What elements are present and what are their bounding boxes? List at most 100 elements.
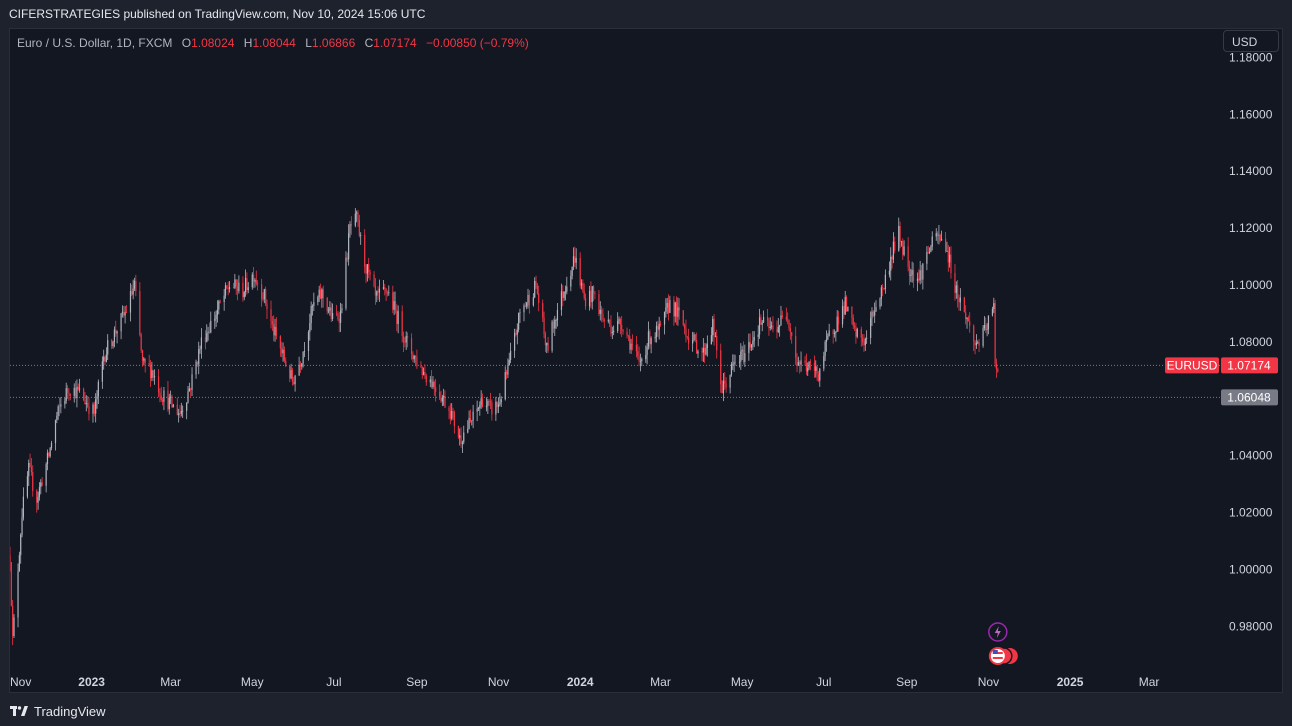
- candle: [734, 354, 737, 366]
- candle: [965, 305, 967, 325]
- candle: [143, 356, 145, 366]
- candle: [837, 310, 840, 332]
- candle: [667, 294, 670, 321]
- candle: [480, 390, 482, 409]
- candle: [103, 349, 105, 370]
- candle: [234, 273, 236, 290]
- candle: [449, 403, 451, 425]
- candle: [20, 533, 22, 564]
- candle: [84, 392, 86, 405]
- candle: [326, 296, 328, 315]
- candle: [378, 279, 381, 302]
- candle: [358, 214, 360, 238]
- candle: [396, 304, 398, 332]
- candle: [975, 334, 977, 349]
- candle: [360, 232, 362, 245]
- candle: [957, 279, 959, 308]
- candle: [204, 330, 207, 350]
- candle: [97, 379, 99, 404]
- candle: [410, 333, 413, 360]
- candle: [705, 343, 707, 356]
- candle: [543, 311, 545, 339]
- candle: [348, 224, 350, 266]
- candle: [580, 279, 583, 290]
- candle: [144, 358, 146, 373]
- candle: [701, 347, 703, 362]
- candle: [180, 402, 182, 417]
- candle: [777, 318, 779, 334]
- candle: [69, 393, 71, 401]
- candle: [432, 376, 434, 390]
- candle: [281, 341, 283, 358]
- candle: [115, 320, 117, 337]
- candle: [702, 338, 704, 362]
- candle: [405, 331, 407, 351]
- candle: [317, 295, 319, 306]
- candle: [986, 323, 988, 337]
- candle: [469, 409, 472, 423]
- candle: [218, 299, 220, 315]
- x-tick-label: Sep: [896, 675, 918, 689]
- candle: [346, 252, 348, 262]
- candle: [46, 449, 49, 471]
- currency-button[interactable]: USD: [1223, 30, 1279, 52]
- candle: [518, 312, 520, 333]
- candle: [247, 282, 249, 294]
- candle: [538, 285, 540, 312]
- candle: [285, 357, 287, 368]
- candle: [198, 341, 200, 375]
- chart-panel[interactable]: 1.18000 1.16000 1.14000 1.12000 1.10000 1.080…: [9, 28, 1283, 693]
- candle: [238, 275, 240, 294]
- candle: [780, 305, 782, 326]
- candle: [422, 367, 425, 376]
- candle: [77, 383, 79, 391]
- candle: [768, 317, 770, 336]
- candle: [301, 362, 303, 370]
- candle: [340, 302, 342, 332]
- candle: [564, 285, 567, 301]
- candle: [787, 312, 789, 325]
- candle: [397, 305, 399, 334]
- candle: [274, 318, 276, 342]
- candle: [919, 260, 921, 285]
- candle: [824, 340, 826, 362]
- price-chart[interactable]: 1.18000 1.16000 1.14000 1.12000 1.10000 1.080…: [10, 29, 1282, 692]
- candle: [96, 390, 98, 409]
- candle: [601, 305, 603, 322]
- candle: [516, 323, 518, 345]
- candle: [38, 482, 41, 501]
- candle: [153, 369, 156, 385]
- candle: [236, 279, 239, 301]
- y-tick-label: 1.04000: [1229, 449, 1273, 463]
- candle: [523, 303, 525, 322]
- candle: [677, 297, 679, 326]
- candle: [420, 361, 422, 368]
- candle: [609, 319, 611, 328]
- candle: [804, 355, 806, 366]
- candle: [583, 283, 585, 301]
- candle: [401, 305, 403, 343]
- candle: [131, 284, 133, 297]
- candle: [327, 307, 330, 314]
- candle: [206, 324, 208, 343]
- candle: [733, 354, 735, 372]
- tradingview-brand[interactable]: TradingView: [34, 703, 106, 719]
- candle: [253, 266, 255, 289]
- candle: [500, 396, 502, 407]
- candle: [750, 343, 753, 352]
- candle: [48, 451, 50, 458]
- x-tick-label: Nov: [488, 675, 509, 689]
- candle: [424, 364, 426, 379]
- candle: [101, 356, 103, 389]
- candle: [556, 303, 559, 327]
- candle: [860, 326, 862, 347]
- candle: [688, 328, 690, 351]
- candle: [394, 291, 397, 314]
- candle: [214, 311, 216, 329]
- candle: [499, 393, 501, 407]
- candle: [299, 360, 302, 373]
- x-tick-label: Mar: [1139, 675, 1160, 689]
- open-value: 1.08024: [191, 36, 235, 50]
- candle: [479, 401, 481, 416]
- tradingview-logo-icon[interactable]: [10, 705, 28, 717]
